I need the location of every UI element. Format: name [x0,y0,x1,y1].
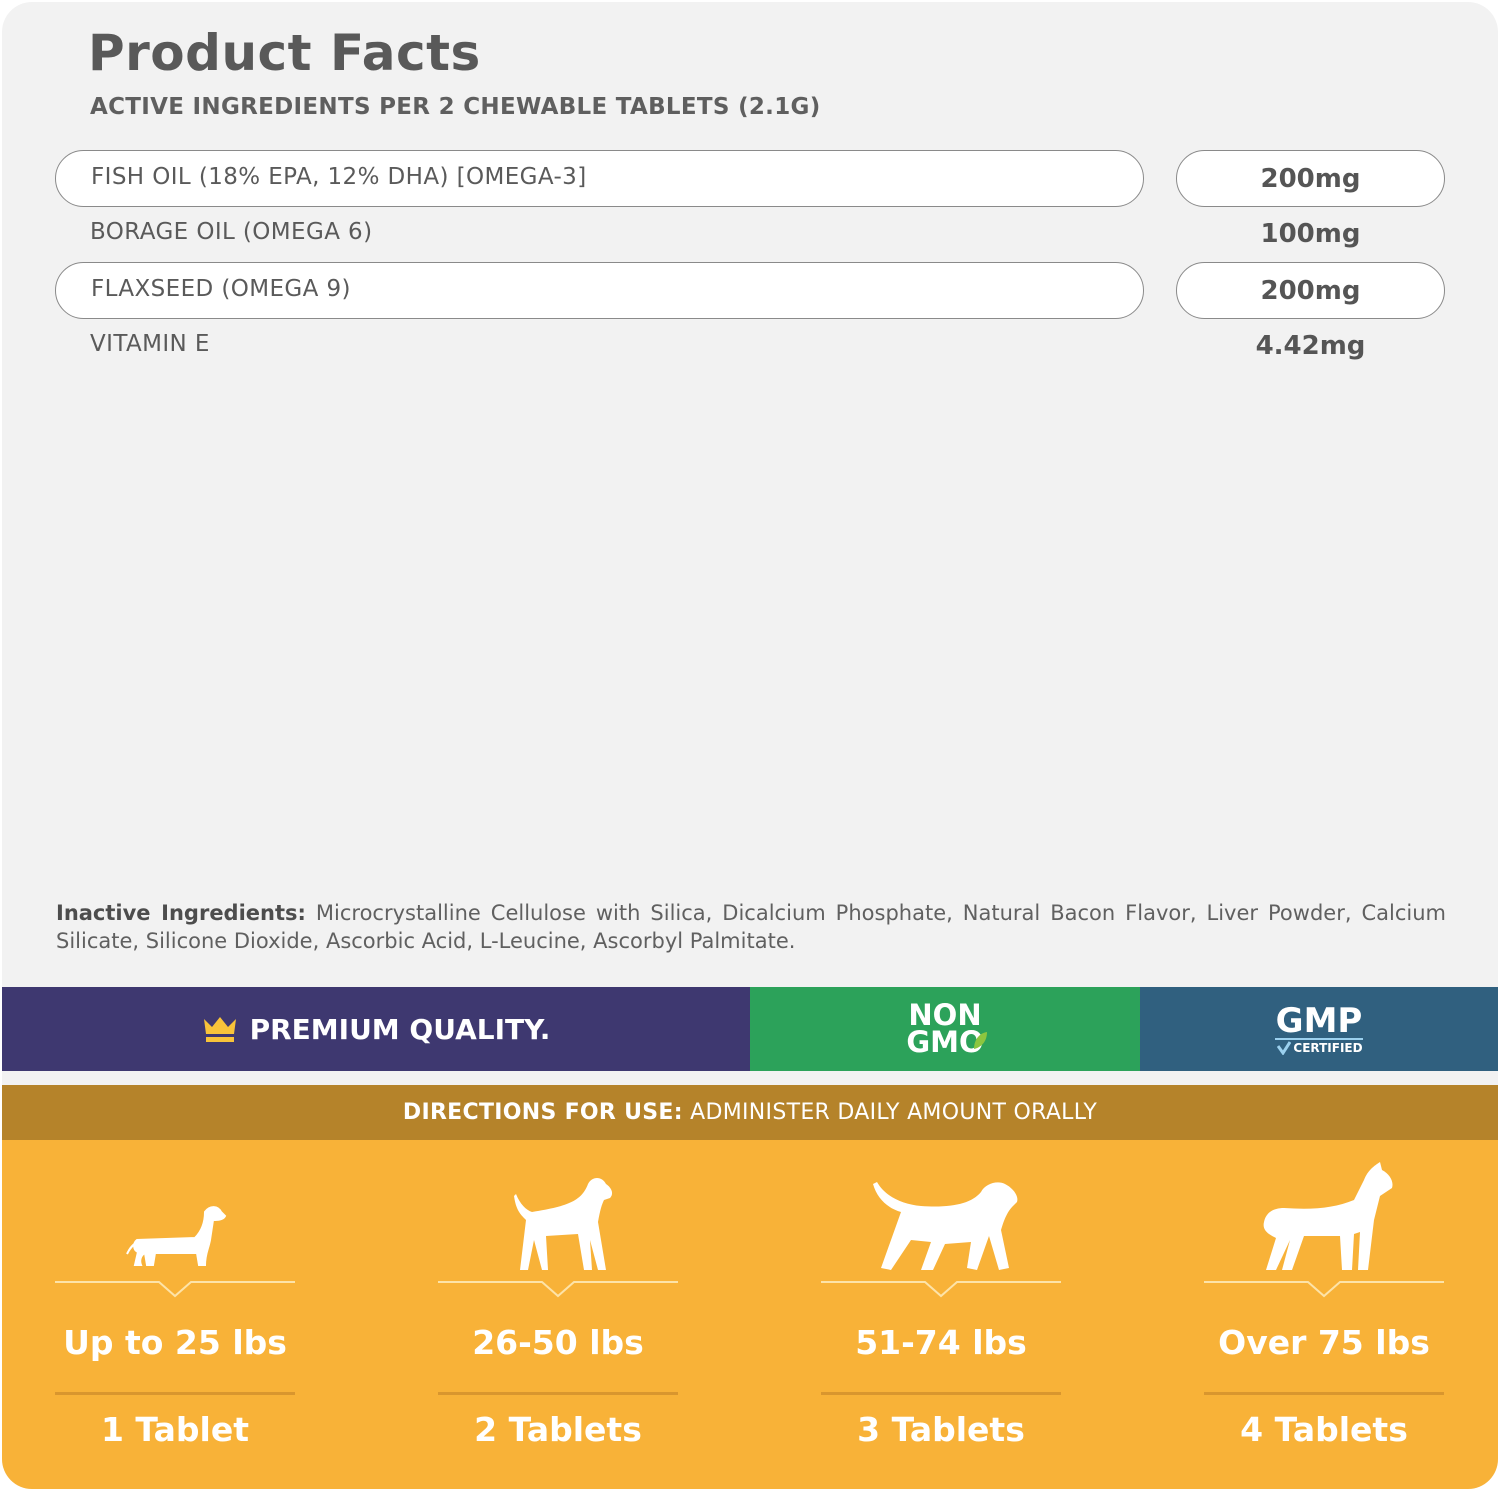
weight-range: 26-50 lbs [472,1323,644,1362]
dosage-column: 26-50 lbs 2 Tablets [438,1140,678,1489]
directions-text: ADMINISTER DAILY AMOUNT ORALLY [682,1100,1098,1125]
inactive-text: Microcrystalline Cellulose with Silica, … [56,901,1446,953]
medium-dog-icon [514,1178,613,1270]
tablet-count: 1 Tablet [100,1410,250,1449]
ingredient-amount: 200mg [1176,150,1445,207]
divider [55,1392,295,1395]
page-title: Product Facts [88,24,481,82]
boxer-icon [1263,1162,1393,1270]
ingredient-name: BORAGE OIL (OMEGA 6) [90,219,373,245]
weight-range: Over 75 lbs [1218,1323,1430,1362]
ingredient-amount: 200mg [1176,262,1445,319]
gmp-certified-badge: GMP CERTIFIED [1140,987,1498,1071]
gmo-wrap: GMO [906,1028,987,1057]
ingredient-row: FLAXSEED (OMEGA 9) 200mg [55,262,1445,319]
divider [1204,1392,1444,1395]
non-gmo-badge: NON GMO [750,987,1140,1071]
ingredient-name: VITAMIN E [90,331,210,357]
divider [438,1392,678,1395]
weight-range: 51-74 lbs [855,1323,1027,1362]
inactive-ingredients: Inactive Ingredients: Microcrystalline C… [56,899,1446,955]
divider-chevron [55,1281,295,1298]
tablet-count: 2 Tablets [474,1410,642,1449]
ingredient-amount: 100mg [1260,219,1361,249]
subtitle: ACTIVE INGREDIENTS PER 2 CHEWABLE TABLET… [90,94,821,120]
directions-label: DIRECTIONS FOR USE: [402,1100,683,1125]
dachshund-icon [126,1206,227,1266]
weight-range: Up to 25 lbs [63,1323,287,1362]
leaf-icon [973,1032,987,1049]
certified-wrap: CERTIFIED [1275,1037,1363,1055]
divider-chevron [438,1281,678,1298]
dosage-column: Up to 25 lbs 1 Tablet [55,1140,295,1489]
tablet-count: 3 Tablets [857,1410,1025,1449]
tablet-count: 4 Tablets [1240,1410,1408,1449]
certified-label: CERTIFIED [1293,1040,1363,1055]
ingredient-amount: 4.42mg [1255,331,1366,361]
divider-chevron [1204,1281,1444,1298]
crown-icon [203,1017,236,1042]
divider-chevron [821,1281,1061,1298]
directions-bar: DIRECTIONS FOR USE: ADMINISTER DAILY AMO… [2,1085,1498,1140]
retriever-icon [873,1182,1018,1270]
ingredient-name: FISH OIL (18% EPA, 12% DHA) [OMEGA-3] [55,150,1144,207]
gmo-label: GMO [906,1025,984,1059]
dosage-column: Over 75 lbs 4 Tablets [1204,1140,1444,1489]
ingredient-row: VITAMIN E 4.42mg [55,318,1445,375]
divider [821,1392,1061,1395]
check-shield-icon [1277,1040,1292,1055]
premium-quality-badge: PREMIUM QUALITY. [2,987,750,1071]
premium-label: PREMIUM QUALITY. [249,1012,551,1046]
inactive-label: Inactive Ingredients: [56,901,306,925]
dosage-column: 51-74 lbs 3 Tablets [821,1140,1061,1489]
non-label: NON [908,998,982,1032]
ingredient-row: BORAGE OIL (OMEGA 6) 100mg [55,206,1445,263]
dosage-section: Up to 25 lbs 1 Tablet 26-50 lbs 2 Tablet… [2,1140,1498,1489]
gmp-label: GMP [1275,1000,1363,1041]
ingredient-name: FLAXSEED (OMEGA 9) [55,262,1144,319]
ingredient-row: FISH OIL (18% EPA, 12% DHA) [OMEGA-3] 20… [55,150,1445,207]
